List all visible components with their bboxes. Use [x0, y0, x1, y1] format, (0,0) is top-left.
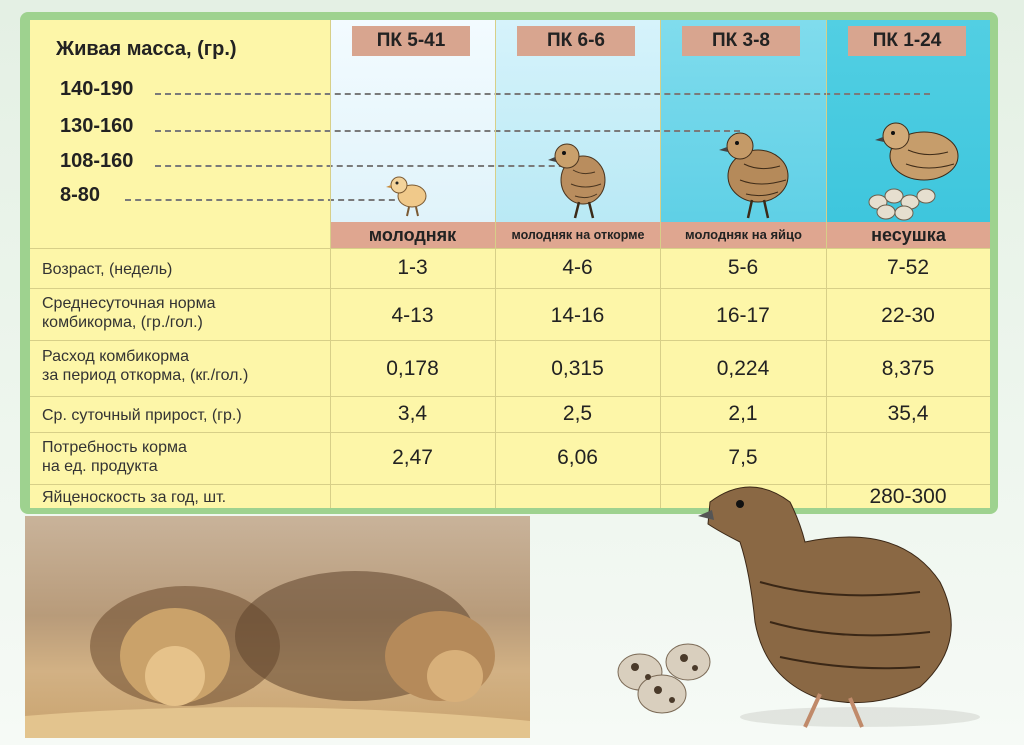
value-daily-feed-4: 22-30: [881, 304, 935, 327]
grid-hline: [30, 484, 990, 485]
feed-header-4: ПК 1-24: [848, 26, 966, 56]
mass-level-3: 108-160: [60, 150, 134, 172]
grid-hline: [30, 432, 990, 433]
value-daily-feed-2: 14-16: [550, 304, 605, 327]
row-label-daily-feed: Среднесуточная норма комбикорма, (гр./го…: [42, 295, 216, 331]
row-label-age: Возраст, (недель): [42, 261, 173, 278]
value-daily-gain-4: 35,4: [887, 402, 929, 425]
grid-vline: [330, 20, 331, 508]
row-label-feed-per-unit: Потребность корма на ед. продукта: [42, 439, 187, 475]
value-feed-consumption-2: 0,315: [551, 357, 604, 380]
value-feed-consumption-4: 8,375: [881, 357, 935, 380]
value-daily-gain-1: 3,4: [397, 402, 428, 425]
value-feed-consumption-1: 0,178: [386, 357, 439, 380]
value-egg-yield-4: 280-300: [869, 485, 947, 508]
grid-vline: [660, 20, 661, 508]
value-age-3: 5-6: [727, 256, 759, 279]
value-daily-gain-2: 2,5: [562, 402, 593, 425]
mass-header: Живая масса, (гр.): [56, 38, 237, 60]
feed-header-2: ПК 6-6: [517, 26, 635, 56]
grid-hline: [30, 248, 990, 249]
value-feed-per-unit-2: 6,06: [557, 446, 598, 469]
laying-hen-icon: [868, 122, 959, 221]
growing-quail-icon: [719, 132, 789, 219]
mass-guide-4: [125, 199, 405, 201]
mass-guide-1: [155, 93, 930, 95]
value-daily-feed-3: 16-17: [716, 304, 770, 327]
value-age-1: 1-3: [397, 256, 428, 279]
chick-icon: [386, 176, 427, 217]
value-age-2: 4-6: [562, 256, 593, 279]
feed-table: ПК 5-41 ПК 6-6 ПК 3-8 ПК 1-24 Живая масс…: [30, 20, 990, 508]
row-label-feed-consumption: Расход комбикорма за период откорма, (кг…: [42, 348, 249, 384]
category-3: молодняк на яйцо: [661, 222, 826, 248]
category-4: несушка: [827, 222, 990, 248]
grid-hline: [30, 340, 990, 341]
mass-guide-2: [155, 130, 740, 132]
category-2: молодняк на откорме: [496, 222, 660, 248]
grid-hline: [30, 288, 990, 289]
mass-level-2: 130-160: [60, 115, 134, 137]
quail-with-eggs-photo: [617, 486, 980, 728]
value-daily-gain-3: 2,1: [728, 402, 758, 425]
mass-level-4: 8-80: [60, 184, 101, 206]
value-age-4: 7-52: [886, 256, 930, 279]
grid-vline: [495, 20, 496, 508]
chicks-photo: [25, 516, 530, 738]
feed-header-3: ПК 3-8: [682, 26, 800, 56]
grid-vline: [826, 20, 827, 508]
row-label-egg-yield: Яйценоскость за год, шт.: [42, 489, 227, 506]
value-feed-per-unit-3: 7,5: [728, 446, 758, 469]
row-label-daily-gain: Ср. суточный прирост, (гр.): [42, 407, 242, 424]
young-quail-icon: [548, 143, 606, 219]
feed-table-card: ПК 5-41 ПК 6-6 ПК 3-8 ПК 1-24 Живая масс…: [20, 12, 998, 514]
value-feed-per-unit-1: 2,47: [392, 446, 433, 469]
mass-guide-3: [155, 165, 585, 167]
feed-header-1: ПК 5-41: [352, 26, 470, 56]
mass-level-1: 140-190: [60, 78, 134, 100]
category-1: молодняк: [330, 222, 495, 248]
grid-hline: [30, 396, 990, 397]
value-daily-feed-1: 4-13: [391, 304, 434, 327]
value-feed-consumption-3: 0,224: [716, 357, 770, 380]
